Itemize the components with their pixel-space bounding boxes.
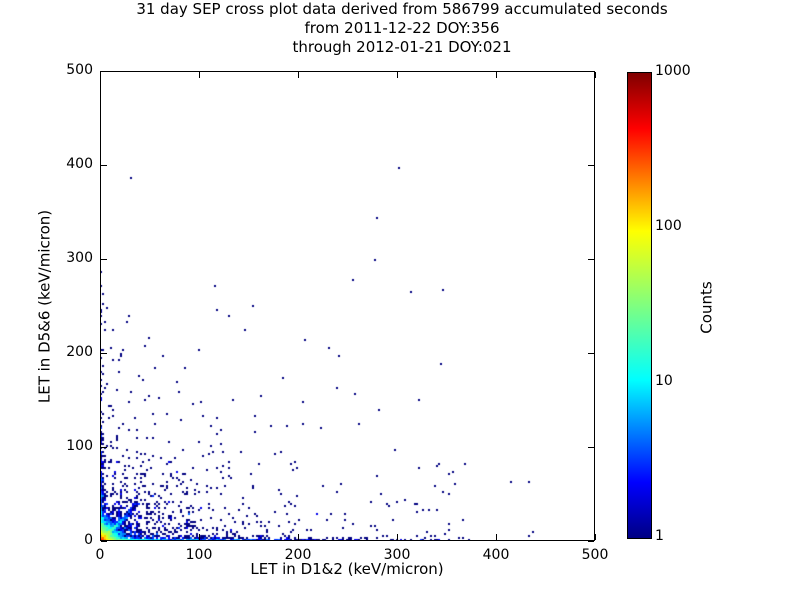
colorbar-tick-label-1000: 1000	[655, 63, 691, 79]
scatter-canvas	[100, 71, 595, 541]
y-tick-label-100: 100	[66, 438, 93, 454]
chart-title: 31 day SEP cross plot data derived from …	[0, 0, 800, 57]
title-line-2: from 2011-12-22 DOY:356	[304, 19, 500, 37]
y-tick-label-500: 500	[66, 62, 93, 78]
y-tick-label-0: 0	[84, 532, 93, 548]
colorbar	[627, 72, 652, 539]
colorbar-tick-label-10: 10	[655, 373, 673, 389]
x-tick-label-0: 0	[95, 547, 105, 563]
colorbar-label: Counts	[697, 281, 716, 334]
axes-frame	[100, 71, 595, 541]
title-line-3: through 2012-01-21 DOY:021	[292, 38, 512, 56]
y-tick-label-200: 200	[66, 344, 93, 360]
y-tick-label-300: 300	[66, 250, 93, 266]
y-axis-label: LET in D5&6 (keV/micron)	[35, 209, 54, 404]
colorbar-tick-label-1: 1	[655, 528, 664, 544]
y-tick-label-400: 400	[66, 156, 93, 172]
colorbar-tick-label-100: 100	[655, 218, 682, 234]
title-line-1: 31 day SEP cross plot data derived from …	[136, 0, 668, 18]
x-tick-label-500: 500	[581, 547, 609, 563]
x-axis-label: LET in D1&2 (keV/micron)	[250, 560, 444, 578]
